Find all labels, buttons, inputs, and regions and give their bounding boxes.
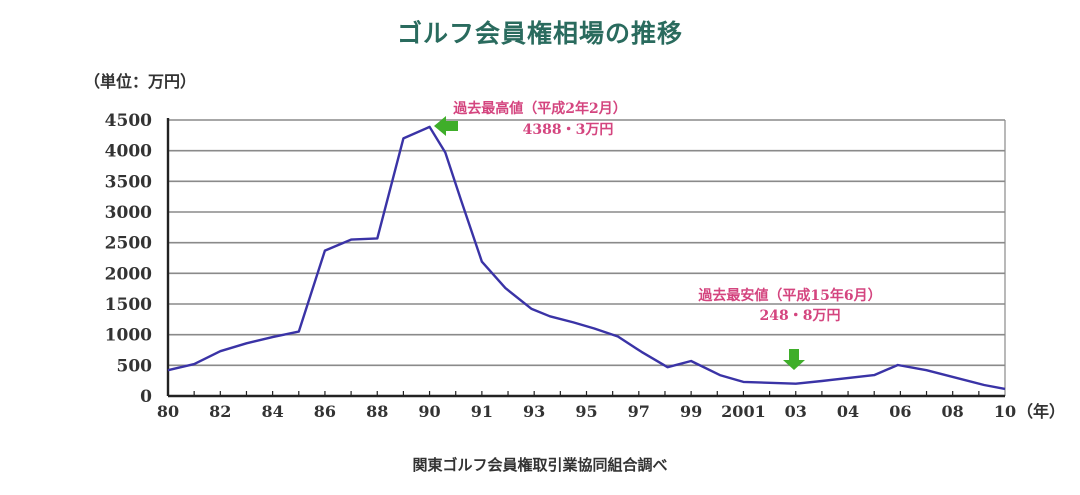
x-tick-label: 86 xyxy=(314,402,336,421)
chart-title: ゴルフ会員権相場の推移 xyxy=(396,19,683,48)
high-arrow-icon xyxy=(434,116,458,136)
y-tick-label: 4000 xyxy=(105,142,152,162)
y-tick-label: 1000 xyxy=(105,326,152,346)
x-tick-label: 03 xyxy=(785,402,807,421)
high-annotation-line1: 過去最高値（平成2年2月） xyxy=(452,100,626,117)
gridlines xyxy=(166,118,1006,398)
x-tick-label: 2001 xyxy=(721,402,766,421)
x-tick-label: 95 xyxy=(575,402,597,421)
x-tick-label: 91 xyxy=(471,402,493,421)
x-tick-label: 93 xyxy=(523,402,545,421)
y-tick-label: 500 xyxy=(117,356,153,376)
x-tick-label: 80 xyxy=(157,402,179,421)
x-tick-label: 90 xyxy=(418,402,440,421)
y-tick-label: 1500 xyxy=(105,295,152,315)
low-annotation-line1: 過去最安値（平成15年6月） xyxy=(697,287,881,304)
x-tick-label: 97 xyxy=(628,402,650,421)
x-axis-unit-label: （年） xyxy=(1017,402,1065,421)
y-tick-label: 4500 xyxy=(105,111,152,131)
y-tick-label: 3000 xyxy=(105,203,152,223)
y-axis-unit-label: （単位：万円） xyxy=(84,72,197,91)
y-tick-label: 3500 xyxy=(105,172,152,192)
y-axis-ticks: 0 500 1000 1500 2000 2500 3000 3500 4000 4500 xyxy=(105,111,152,407)
x-axis-ticks: 80 82 84 86 88 90 91 93 95 97 99 2001 03 04 06 08 10 （年） xyxy=(157,391,1065,421)
x-tick-label: 82 xyxy=(209,402,231,421)
high-annotation-line2: 4388・3万円 xyxy=(523,122,614,138)
x-tick-label: 84 xyxy=(261,402,283,421)
x-tick-label: 99 xyxy=(680,402,702,421)
low-annotation-line2: 248・8万円 xyxy=(760,308,841,324)
x-tick-label: 04 xyxy=(837,402,859,421)
data-source-note: 関東ゴルフ会員権取引業協同組合調べ xyxy=(412,456,668,474)
x-tick-label: 08 xyxy=(942,402,964,421)
y-tick-label: 0 xyxy=(140,387,152,407)
low-arrow-icon xyxy=(783,349,805,370)
y-tick-label: 2000 xyxy=(105,264,152,284)
x-tick-label: 88 xyxy=(366,402,388,421)
x-tick-label: 10 xyxy=(994,402,1016,421)
x-tick-label: 06 xyxy=(889,402,911,421)
y-tick-label: 2500 xyxy=(105,234,152,254)
price-line xyxy=(167,125,1006,391)
